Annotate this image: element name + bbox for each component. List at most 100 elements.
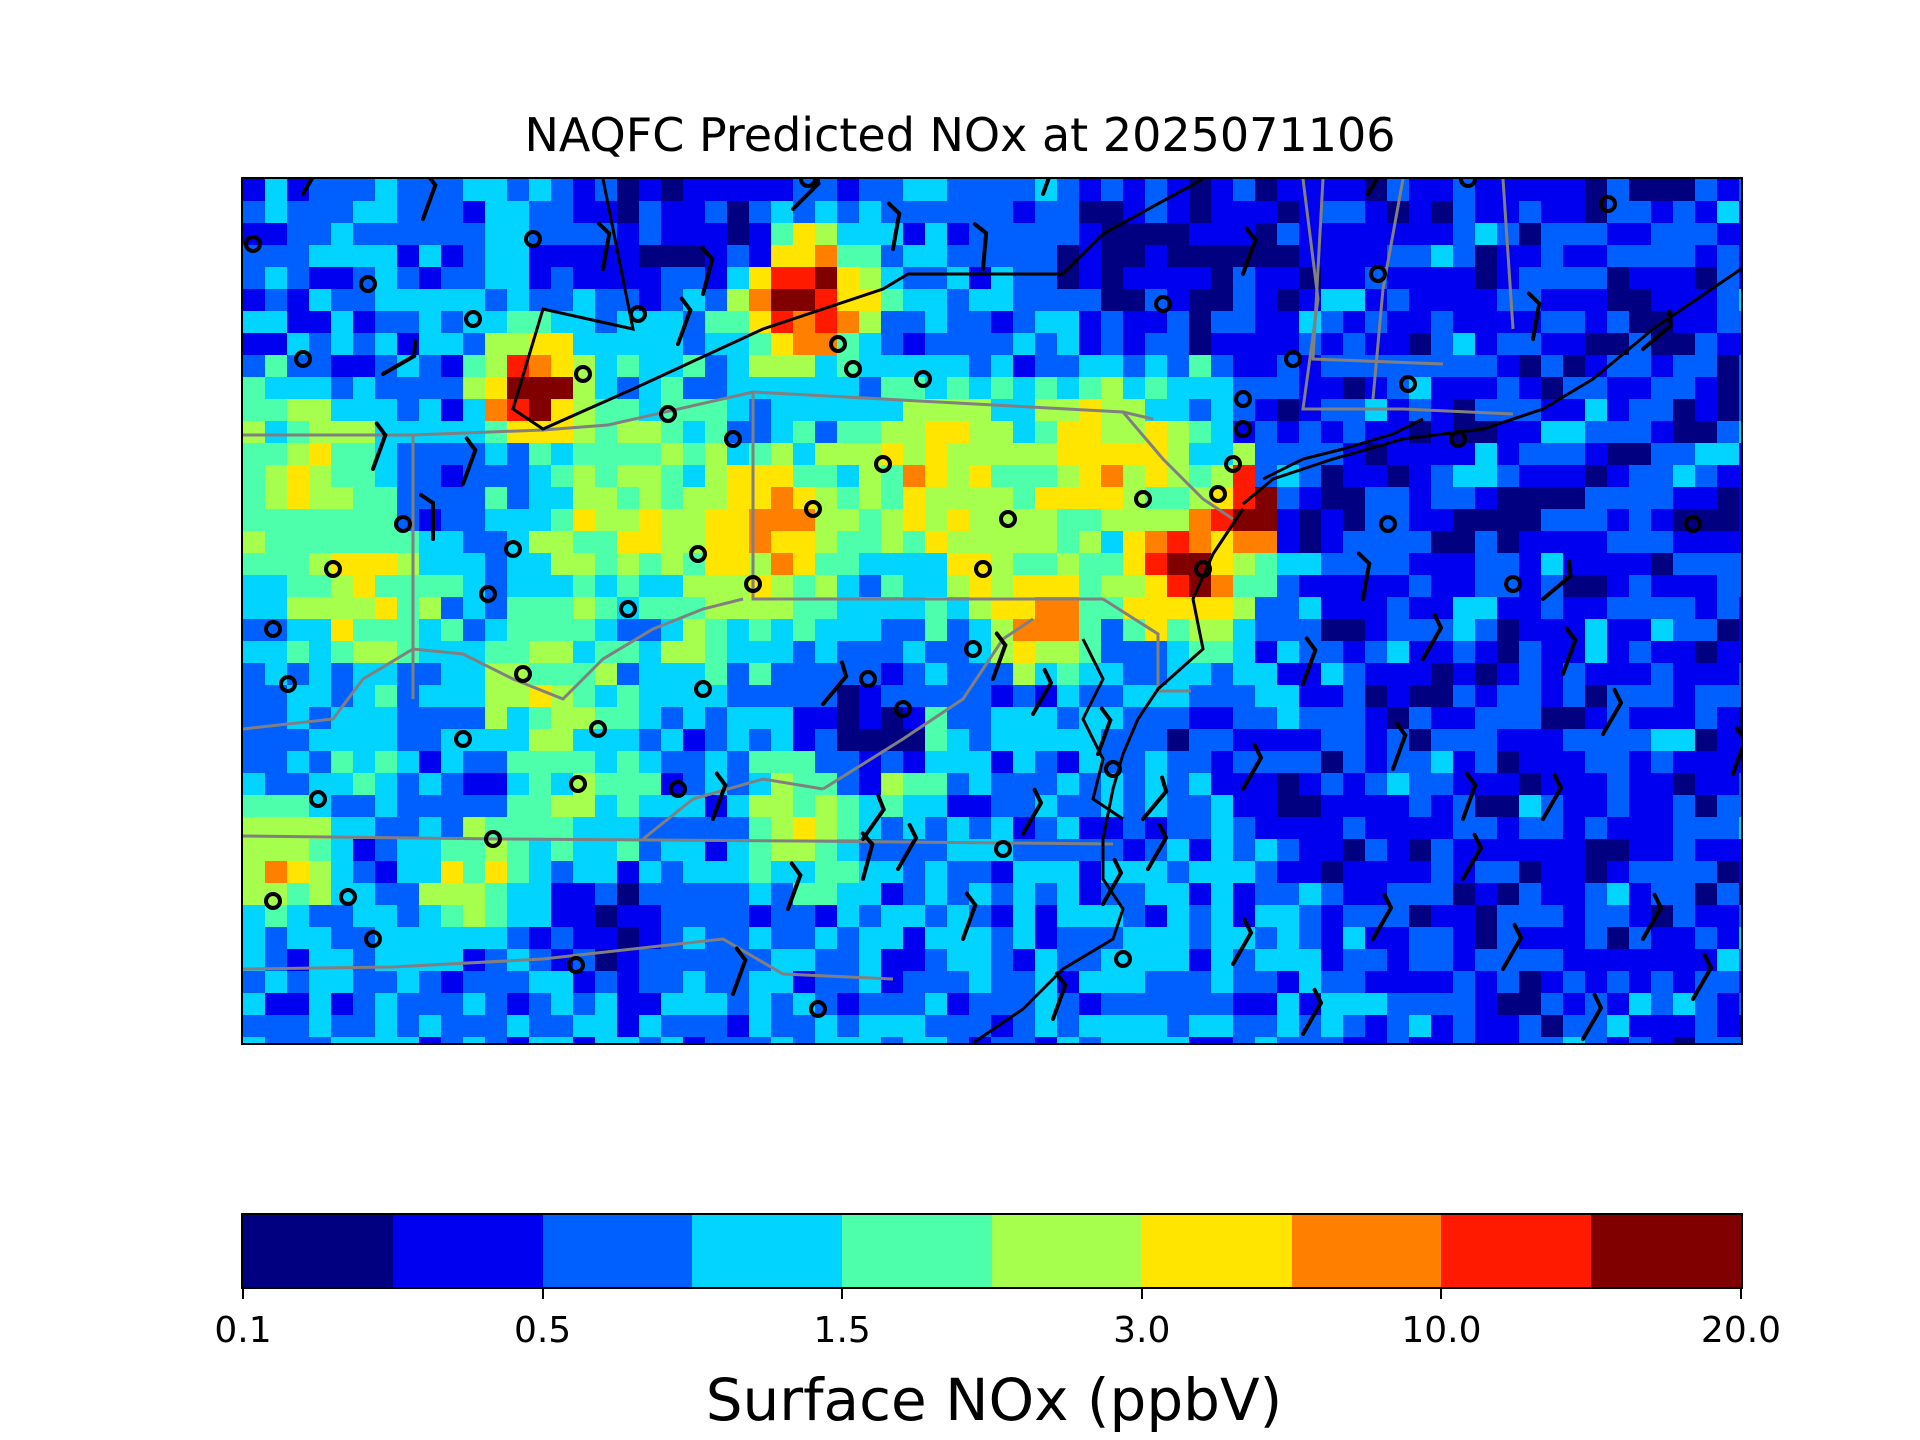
field-cell [397,179,420,202]
field-cell [661,223,684,246]
field-cell [309,949,332,972]
field-cell [1387,663,1410,686]
field-cell [353,707,376,730]
field-cell [1673,1015,1696,1038]
field-cell [1277,839,1300,862]
field-cell [1431,289,1454,312]
field-cell [507,201,530,224]
field-cell [639,333,662,356]
field-cell [287,487,310,510]
field-cell [1651,707,1674,730]
field-cell [1585,597,1608,620]
field-cell [1211,905,1234,928]
field-cell [683,267,706,290]
field-cell [1409,487,1432,510]
field-cell [1475,685,1498,708]
field-cell [1651,355,1674,378]
field-cell [1277,641,1300,664]
field-cell [947,223,970,246]
field-cell [1651,641,1674,664]
field-cell [353,421,376,444]
field-cell [529,817,552,840]
field-cell [969,773,992,796]
field-cell [1233,751,1256,774]
field-cell [1585,201,1608,224]
field-cell [947,663,970,686]
field-cell [815,531,838,554]
field-cell [265,817,288,840]
field-cell [1695,267,1718,290]
field-cell [1695,773,1718,796]
field-cell [1123,377,1146,400]
wind-barb-icon [1581,992,1603,1041]
field-cell [1299,245,1322,268]
field-cell [1189,685,1212,708]
field-cell [1277,905,1300,928]
field-cell [1541,993,1564,1016]
field-cell [1387,487,1410,510]
field-cell [837,883,860,906]
field-cell [749,795,772,818]
field-cell [1497,1015,1520,1038]
field-cell [749,201,772,224]
field-cell [749,751,772,774]
field-cell [309,179,332,202]
field-cell [925,597,948,620]
field-cell [287,333,310,356]
field-cell [727,399,750,422]
field-cell [529,289,552,312]
field-cell [947,465,970,488]
field-cell [331,509,354,532]
field-cell [617,399,640,422]
field-cell [551,179,574,202]
field-cell [661,509,684,532]
field-cell [1057,773,1080,796]
field-cell [419,707,442,730]
field-cell [1673,883,1696,906]
field-cell [837,1037,860,1043]
field-cell [947,289,970,312]
field-cell [1189,443,1212,466]
field-cell [529,707,552,730]
field-cell [353,861,376,884]
circle-icon [829,335,847,353]
field-cell [1541,1037,1564,1043]
field-cell [265,443,288,466]
field-cell [243,1015,266,1038]
field-cell [375,245,398,268]
field-cell [1079,355,1102,378]
field-cell [1167,531,1190,554]
field-cell [243,399,266,422]
field-cell [1189,531,1212,554]
field-cell [1673,751,1696,774]
field-cell [287,773,310,796]
field-cell [705,333,728,356]
field-cell [243,487,266,510]
field-cell [925,553,948,576]
field-cell [1585,553,1608,576]
field-cell [529,465,552,488]
field-cell [925,883,948,906]
field-cell [1211,971,1234,994]
field-cell [903,245,926,268]
field-cell [551,927,574,950]
field-cell [837,927,860,950]
field-cell [1541,267,1564,290]
colorbar-tick [541,1289,544,1299]
field-cell [1013,179,1036,202]
field-cell [331,993,354,1016]
field-cell [1123,333,1146,356]
field-cell [859,927,882,950]
circle-icon [744,575,762,593]
field-cell [727,905,750,928]
field-cell [881,1015,904,1038]
field-cell [1233,729,1256,752]
field-cell [287,861,310,884]
field-cell [881,443,904,466]
field-cell [1717,553,1740,576]
field-cell [1739,927,1741,950]
field-cell [1035,729,1058,752]
field-cell [1321,707,1344,730]
field-cell [573,487,596,510]
field-cell [683,971,706,994]
